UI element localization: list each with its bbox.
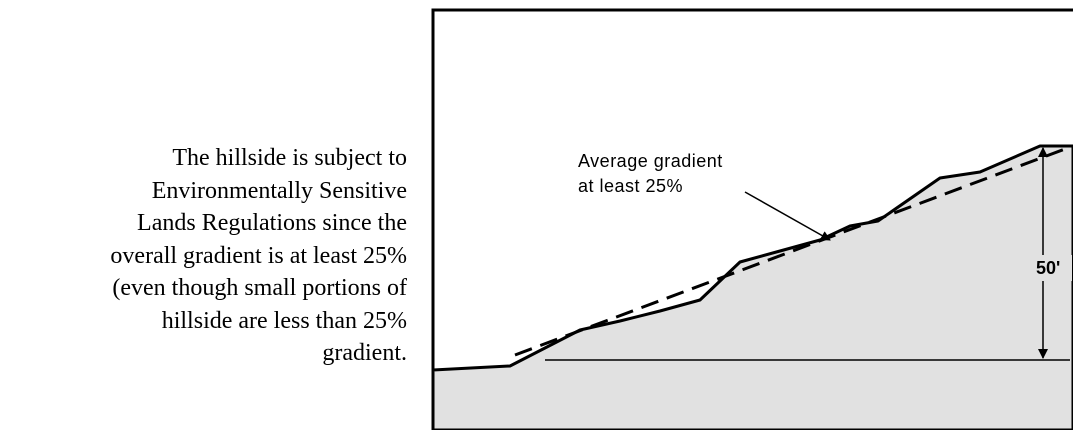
gradient-label: at least 25% [578, 176, 683, 196]
label-arrow [744, 191, 831, 241]
gradient-label: Average gradient [578, 151, 723, 171]
text-line: hillside are less than 25% [161, 307, 407, 334]
hillside [431, 144, 1073, 430]
text-line: Environmentally Sensitive [151, 177, 407, 204]
average-gradient-line [514, 144, 1073, 357]
height-label: 50' [1036, 258, 1060, 278]
label-bg [1032, 255, 1072, 281]
text-line: Lands Regulations since the [137, 210, 407, 236]
description: The hillside is subject to Environmentall… [0, 142, 407, 370]
text-line: (even though small portions of [112, 275, 407, 301]
text-line: gradient. [322, 340, 407, 366]
text-line: overall gradient is at least 25% [110, 242, 407, 269]
text-line: The hillside is subject to [172, 145, 407, 171]
